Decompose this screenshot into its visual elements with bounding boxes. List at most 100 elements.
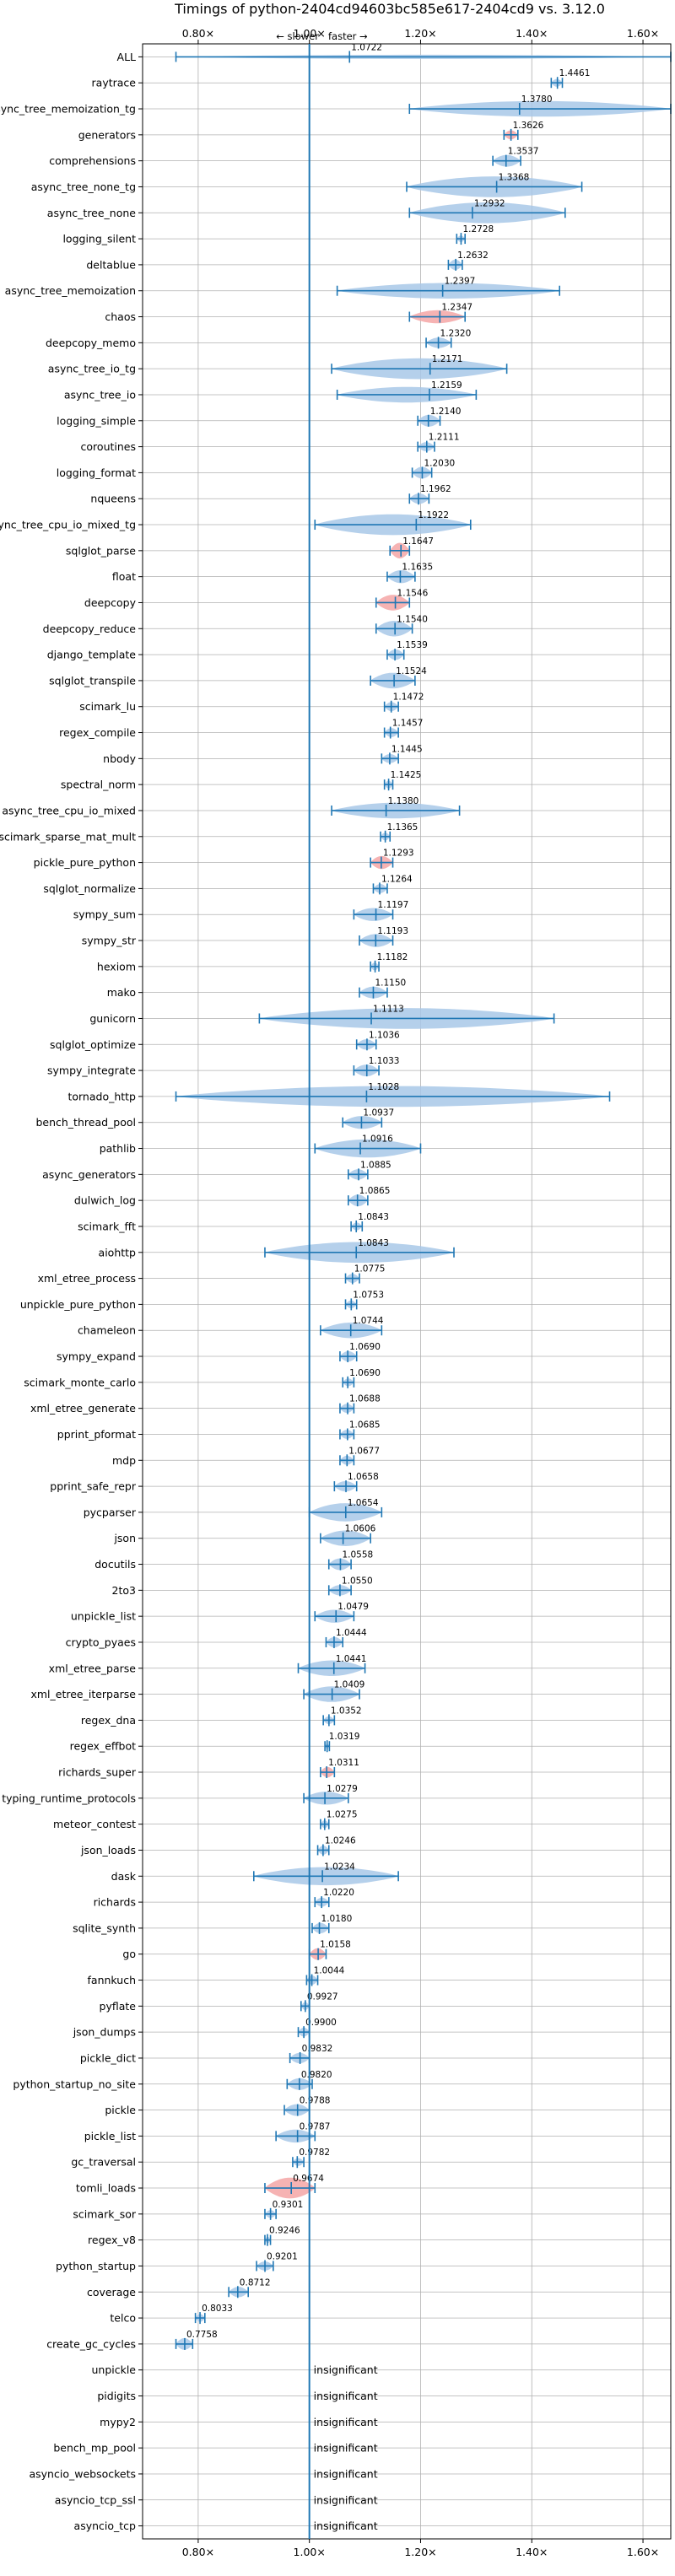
value-label: 1.0753 bbox=[353, 1290, 384, 1300]
benchmark-label: scimark_lu bbox=[79, 700, 136, 713]
value-label: 1.0558 bbox=[342, 1550, 373, 1560]
value-label: 1.1546 bbox=[397, 588, 429, 598]
value-label: 1.2320 bbox=[440, 328, 472, 338]
benchmark-label: unpickle_pure_python bbox=[20, 1298, 136, 1311]
benchmark-label: coverage bbox=[87, 2286, 136, 2298]
x-tick-label-bottom: 1.40× bbox=[516, 2546, 548, 2558]
value-label: 1.0654 bbox=[348, 1498, 379, 1508]
x-tick-label-top: 1.20× bbox=[404, 27, 436, 40]
value-label: 1.1962 bbox=[420, 484, 451, 494]
value-label: 1.2111 bbox=[429, 433, 460, 443]
value-label: 1.0685 bbox=[349, 1420, 381, 1430]
value-label: 1.0937 bbox=[363, 1108, 394, 1118]
benchmark-label: unpickle bbox=[91, 2363, 136, 2376]
benchmark-label: regex_effbot bbox=[70, 1740, 136, 1753]
value-label: 1.3780 bbox=[521, 94, 553, 105]
benchmark-label: gunicorn bbox=[89, 1012, 136, 1025]
benchmark-label: sympy_integrate bbox=[47, 1064, 136, 1077]
benchmark-label: bench_mp_pool bbox=[53, 2442, 136, 2455]
value-label: 1.0441 bbox=[336, 1654, 367, 1664]
value-label: 1.1193 bbox=[377, 926, 408, 936]
value-label: 1.1540 bbox=[397, 614, 428, 624]
benchmark-label: mypy2 bbox=[100, 2416, 136, 2428]
benchmark-label: coroutines bbox=[81, 440, 136, 453]
value-label: 1.2397 bbox=[445, 277, 476, 287]
label-layer: ALL 1.0722 raytrace 1.4461 async_tree_memoiz… bbox=[0, 42, 590, 2532]
benchmark-label: create_gc_cycles bbox=[46, 2337, 136, 2350]
benchmark-label: logging_silent bbox=[62, 233, 136, 245]
value-label: 0.9301 bbox=[273, 2200, 304, 2210]
benchmark-label: sqlglot_parse bbox=[66, 544, 136, 557]
benchmark-label: asyncio_tcp bbox=[74, 2519, 137, 2532]
value-label: 0.8033 bbox=[202, 2304, 233, 2314]
grid-layer bbox=[143, 44, 671, 2539]
benchmark-label: 2to3 bbox=[112, 1584, 136, 1597]
value-label: 1.0180 bbox=[321, 1914, 353, 1924]
value-label: 1.0744 bbox=[353, 1316, 384, 1326]
insignificant-label: insignificant bbox=[314, 2519, 378, 2532]
value-label: 1.1539 bbox=[397, 640, 428, 650]
benchmark-label: sqlglot_transpile bbox=[49, 674, 136, 687]
value-label: 1.1647 bbox=[402, 536, 434, 547]
value-label: 1.1293 bbox=[383, 849, 414, 859]
benchmark-label: async_tree_cpu_io_mixed bbox=[2, 804, 136, 816]
benchmark-label: async_tree_io bbox=[64, 388, 136, 401]
violin-layer bbox=[175, 51, 672, 2350]
value-label: 1.2932 bbox=[474, 198, 505, 208]
benchmark-label: pprint_safe_repr bbox=[50, 1480, 137, 1493]
faster-annotation: faster → bbox=[328, 30, 368, 42]
benchmark-label: async_tree_none bbox=[47, 207, 137, 219]
benchmark-label: fannkuch bbox=[88, 1974, 136, 1986]
benchmark-label: pprint_pformat bbox=[57, 1428, 136, 1441]
insignificant-label: insignificant bbox=[314, 2493, 378, 2506]
value-label: 1.2728 bbox=[462, 224, 494, 234]
benchmark-label: pickle_pure_python bbox=[34, 856, 136, 869]
benchmark-label: gc_traversal bbox=[71, 2156, 136, 2169]
benchmark-label: crypto_pyaes bbox=[66, 1636, 136, 1648]
benchmark-label: pickle bbox=[105, 2104, 136, 2116]
x-tick-label-top: 1.40× bbox=[516, 27, 548, 40]
benchmark-label: deepcopy bbox=[84, 596, 137, 609]
benchmark-label: richards bbox=[94, 1896, 136, 1909]
benchmark-label: async_tree_memoization_tg bbox=[0, 103, 136, 116]
benchmark-label: sqlglot_optimize bbox=[50, 1038, 136, 1051]
value-label: 1.1182 bbox=[377, 952, 408, 962]
insignificant-label: insignificant bbox=[314, 2442, 378, 2455]
value-label: 1.0606 bbox=[345, 1524, 376, 1534]
value-label: 1.0409 bbox=[334, 1680, 365, 1690]
x-tick-label-bottom: 1.00× bbox=[294, 2546, 326, 2558]
benchmark-label: json_dumps bbox=[73, 2026, 136, 2039]
value-label: 1.0550 bbox=[342, 1576, 373, 1586]
value-label: 1.0677 bbox=[348, 1446, 380, 1456]
value-label: 1.0722 bbox=[351, 42, 382, 52]
benchmark-label: chaos bbox=[105, 310, 136, 323]
value-label: 1.1524 bbox=[396, 666, 427, 676]
value-label: 1.0234 bbox=[324, 1862, 355, 1872]
value-label: 1.0865 bbox=[359, 1186, 391, 1196]
plot-frame bbox=[142, 43, 672, 2540]
value-label: 0.9201 bbox=[267, 2251, 298, 2261]
benchmark-label: mako bbox=[107, 986, 136, 999]
value-label: 1.1425 bbox=[391, 770, 422, 780]
value-label: 1.0690 bbox=[349, 1342, 381, 1352]
benchmark-label: asyncio_websockets bbox=[29, 2467, 136, 2480]
insignificant-label: insignificant bbox=[314, 2363, 378, 2376]
benchmark-label: regex_v8 bbox=[88, 2234, 136, 2246]
value-label: 1.1472 bbox=[393, 693, 424, 703]
benchmark-label: telco bbox=[110, 2312, 136, 2325]
value-label: 1.1457 bbox=[392, 719, 424, 729]
value-label: 1.2171 bbox=[432, 354, 463, 364]
benchmark-label: async_tree_io_tg bbox=[48, 363, 136, 375]
benchmark-label: pidigits bbox=[97, 2390, 136, 2402]
value-label: 1.3368 bbox=[499, 172, 530, 182]
value-label: 0.8712 bbox=[240, 2277, 271, 2288]
value-label: 1.0044 bbox=[314, 1966, 345, 1976]
value-label: 1.0775 bbox=[354, 1264, 386, 1275]
x-tick-label-bottom: 1.60× bbox=[627, 2546, 659, 2558]
value-label: 1.0444 bbox=[336, 1628, 367, 1638]
benchmark-label: sqlite_synth bbox=[73, 1921, 136, 1934]
value-label: 1.1113 bbox=[373, 1004, 404, 1014]
value-label: 0.9832 bbox=[302, 2044, 333, 2054]
benchmark-label: nqueens bbox=[90, 493, 136, 505]
benchmark-label: unpickle_list bbox=[71, 1610, 136, 1623]
